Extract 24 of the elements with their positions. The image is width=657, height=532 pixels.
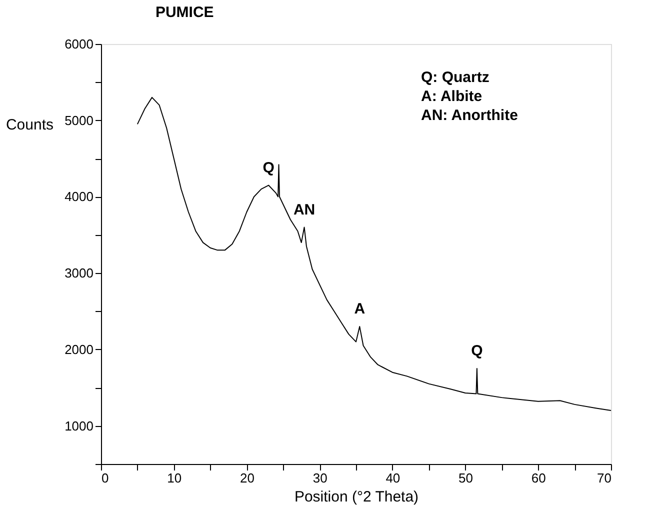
annotation: AN: Anorthite [421,107,518,124]
y-tick-label: 3000 [64,266,94,281]
y-tick-label: 4000 [64,189,94,204]
x-tick-label: 60 [531,470,546,486]
y-axis-title: Counts [6,116,54,134]
y-tick-label: 5000 [64,112,94,128]
annotation: Q: Quartz [421,69,490,86]
y-tick-label: 1000 [64,418,94,434]
x-tick-label: 20 [240,470,254,486]
annotation: Q [262,159,275,176]
x-tick-label: 40 [386,470,400,486]
x-tick-label: 70 [597,470,612,486]
x-tick-label: 50 [458,470,474,486]
annotation: Q [471,342,484,360]
x-tick-label: 0 [102,470,109,486]
y-tick-label: 6000 [64,36,94,52]
chart-title: PUMICE [155,4,214,21]
annotation: A [354,300,366,318]
annotation: AN [293,201,316,218]
y-tick-label: 2000 [64,342,94,357]
annotation: A: Albite [421,88,482,105]
x-axis-title: Position (°2 Theta) [294,488,419,506]
x-tick-label: 30 [312,470,328,486]
x-tick-label: 10 [167,470,182,486]
